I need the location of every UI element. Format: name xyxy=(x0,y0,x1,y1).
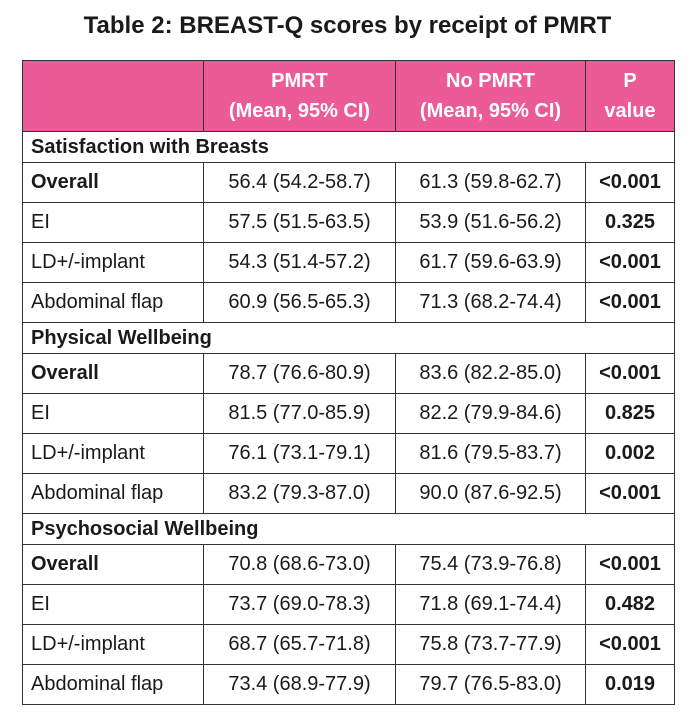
p-value: <0.001 xyxy=(585,282,675,323)
row-label: EI xyxy=(22,584,204,625)
mean-ci: 78.7 (76.6-80.9) xyxy=(203,353,396,394)
data-row: Overall 56.4 (54.2-58.7) 61.3 (59.8-62.7) <… xyxy=(22,162,675,203)
header-line: (Mean, 95% CI) xyxy=(228,100,371,122)
row-label: Abdominal flap xyxy=(22,664,204,705)
row-label: LD+/-implant xyxy=(22,242,204,283)
table-body: Satisfaction with Breasts Overall 56.4 (54… xyxy=(22,131,675,705)
mean-ci: 90.0 (87.6-92.5) xyxy=(395,473,586,514)
row-label: Abdominal flap xyxy=(22,473,204,514)
mean-ci: 73.7 (69.0-78.3) xyxy=(203,584,396,625)
row-label: EI xyxy=(22,393,204,434)
data-row: LD+/-implant 68.7 (65.7-71.8) 75.8 (73.7-7… xyxy=(22,624,675,665)
mean-ci: 56.4 (54.2-58.7) xyxy=(203,162,396,203)
header-line: value xyxy=(604,100,656,122)
header-row: PMRT (Mean, 95% CI) No PMRT (Mean, 95% CI) P… xyxy=(22,60,675,132)
row-label: EI xyxy=(22,202,204,243)
p-value: 0.019 xyxy=(585,664,675,705)
p-value: <0.001 xyxy=(585,353,675,394)
p-value: <0.001 xyxy=(585,624,675,665)
data-row: Abdominal flap 83.2 (79.3-87.0) 90.0 (87.6… xyxy=(22,473,675,514)
mean-ci: 68.7 (65.7-71.8) xyxy=(203,624,396,665)
data-row: Overall 70.8 (68.6-73.0) 75.4 (73.9-76.8) <… xyxy=(22,544,675,585)
mean-ci: 76.1 (73.1-79.1) xyxy=(203,433,396,474)
section-row: Physical Wellbeing xyxy=(22,322,675,354)
mean-ci: 75.8 (73.7-77.9) xyxy=(395,624,586,665)
p-value: 0.325 xyxy=(585,202,675,243)
p-value: 0.002 xyxy=(585,433,675,474)
data-row: Abdominal flap 73.4 (68.9-77.9) 79.7 (76.5… xyxy=(22,664,675,705)
mean-ci: 53.9 (51.6-56.2) xyxy=(395,202,586,243)
header-cell xyxy=(22,60,204,132)
data-row: Abdominal flap 60.9 (56.5-65.3) 71.3 (68.2… xyxy=(22,282,675,323)
p-value: <0.001 xyxy=(585,473,675,514)
mean-ci: 71.8 (69.1-74.4) xyxy=(395,584,586,625)
row-label: Overall xyxy=(22,353,204,394)
p-value: <0.001 xyxy=(585,544,675,585)
mean-ci: 81.5 (77.0-85.9) xyxy=(203,393,396,434)
data-row: LD+/-implant 54.3 (51.4-57.2) 61.7 (59.6-6… xyxy=(22,242,675,283)
data-row: EI 81.5 (77.0-85.9) 82.2 (79.9-84.6) 0.825 xyxy=(22,393,675,434)
mean-ci: 61.3 (59.8-62.7) xyxy=(395,162,586,203)
mean-ci: 70.8 (68.6-73.0) xyxy=(203,544,396,585)
header-cell: No PMRT (Mean, 95% CI) xyxy=(395,60,586,132)
p-value: <0.001 xyxy=(585,162,675,203)
data-row: Overall 78.7 (76.6-80.9) 83.6 (82.2-85.0) <… xyxy=(22,353,675,394)
data-row: EI 73.7 (69.0-78.3) 71.8 (69.1-74.4) 0.482 xyxy=(22,584,675,625)
mean-ci: 81.6 (79.5-83.7) xyxy=(395,433,586,474)
p-value: 0.482 xyxy=(585,584,675,625)
row-label: LD+/-implant xyxy=(22,433,204,474)
header-line: (Mean, 95% CI) xyxy=(419,100,562,122)
section-title: Psychosocial Wellbeing xyxy=(22,513,675,545)
header-cell: PMRT (Mean, 95% CI) xyxy=(203,60,396,132)
mean-ci: 79.7 (76.5-83.0) xyxy=(395,664,586,705)
header-line: PMRT xyxy=(271,70,328,92)
data-row: LD+/-implant 76.1 (73.1-79.1) 81.6 (79.5-8… xyxy=(22,433,675,474)
mean-ci: 61.7 (59.6-63.9) xyxy=(395,242,586,283)
row-label: LD+/-implant xyxy=(22,624,204,665)
mean-ci: 83.6 (82.2-85.0) xyxy=(395,353,586,394)
mean-ci: 71.3 (68.2-74.4) xyxy=(395,282,586,323)
mean-ci: 54.3 (51.4-57.2) xyxy=(203,242,396,283)
mean-ci: 60.9 (56.5-65.3) xyxy=(203,282,396,323)
mean-ci: 83.2 (79.3-87.0) xyxy=(203,473,396,514)
section-row: Psychosocial Wellbeing xyxy=(22,513,675,545)
section-row: Satisfaction with Breasts xyxy=(22,131,675,163)
header-line: P xyxy=(623,70,637,92)
data-row: EI 57.5 (51.5-63.5) 53.9 (51.6-56.2) 0.325 xyxy=(22,202,675,243)
p-value: 0.825 xyxy=(585,393,675,434)
row-label: Overall xyxy=(22,162,204,203)
row-label: Overall xyxy=(22,544,204,585)
scores-table: PMRT (Mean, 95% CI) No PMRT (Mean, 95% CI) P… xyxy=(22,60,675,705)
mean-ci: 57.5 (51.5-63.5) xyxy=(203,202,396,243)
table-title: Table 2: BREAST-Q scores by receipt of P… xyxy=(83,12,612,39)
p-value: <0.001 xyxy=(585,242,675,283)
header-line: No PMRT xyxy=(446,70,535,92)
section-title: Satisfaction with Breasts xyxy=(22,131,675,163)
mean-ci: 75.4 (73.9-76.8) xyxy=(395,544,586,585)
mean-ci: 82.2 (79.9-84.6) xyxy=(395,393,586,434)
mean-ci: 73.4 (68.9-77.9) xyxy=(203,664,396,705)
row-label: Abdominal flap xyxy=(22,282,204,323)
section-title: Physical Wellbeing xyxy=(22,322,675,354)
